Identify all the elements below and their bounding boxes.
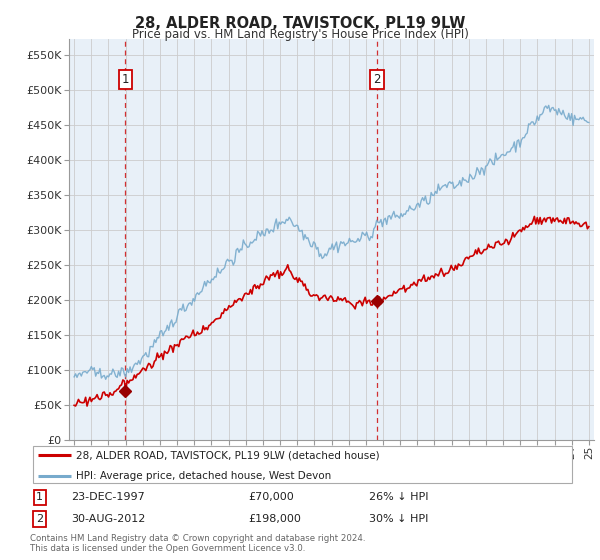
- FancyBboxPatch shape: [33, 446, 572, 483]
- Text: 1: 1: [122, 73, 129, 86]
- Text: 28, ALDER ROAD, TAVISTOCK, PL19 9LW (detached house): 28, ALDER ROAD, TAVISTOCK, PL19 9LW (det…: [76, 450, 380, 460]
- Text: 2: 2: [373, 73, 381, 86]
- Text: Price paid vs. HM Land Registry's House Price Index (HPI): Price paid vs. HM Land Registry's House …: [131, 28, 469, 41]
- Text: 30-AUG-2012: 30-AUG-2012: [71, 514, 145, 524]
- Text: 1: 1: [37, 492, 43, 502]
- Text: £198,000: £198,000: [248, 514, 301, 524]
- Text: Contains HM Land Registry data © Crown copyright and database right 2024.
This d: Contains HM Land Registry data © Crown c…: [30, 534, 365, 553]
- Text: 28, ALDER ROAD, TAVISTOCK, PL19 9LW: 28, ALDER ROAD, TAVISTOCK, PL19 9LW: [135, 16, 465, 31]
- Text: £70,000: £70,000: [248, 492, 294, 502]
- Text: 23-DEC-1997: 23-DEC-1997: [71, 492, 145, 502]
- Text: 2: 2: [36, 514, 43, 524]
- Text: 26% ↓ HPI: 26% ↓ HPI: [368, 492, 428, 502]
- Text: 30% ↓ HPI: 30% ↓ HPI: [368, 514, 428, 524]
- Text: HPI: Average price, detached house, West Devon: HPI: Average price, detached house, West…: [76, 470, 332, 480]
